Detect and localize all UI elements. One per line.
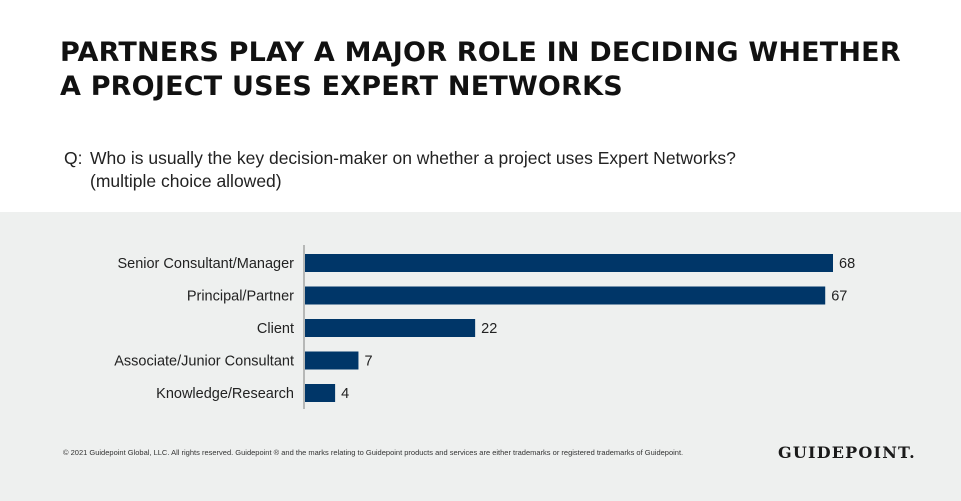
survey-question: Q: Who is usually the key decision-maker… xyxy=(64,147,884,193)
chart-panel: Senior Consultant/Manager 68 Principal/Par… xyxy=(0,212,961,501)
bar xyxy=(305,319,476,337)
value-label: 7 xyxy=(364,354,372,370)
category-label: Principal/Partner xyxy=(187,289,294,305)
category-label: Knowledge/Research xyxy=(156,386,294,402)
bar xyxy=(305,286,826,305)
category-label: Senior Consultant/Manager xyxy=(117,256,294,272)
copyright-notice: © 2021 Guidepoint Global, LLC. All right… xyxy=(63,448,684,457)
category-label: Associate/Junior Consultant xyxy=(114,354,294,370)
value-label: 22 xyxy=(481,321,497,337)
header-area: PARTNERS PLAY A MAJOR ROLE IN DECIDING W… xyxy=(0,0,961,212)
bar xyxy=(305,384,336,402)
question-prefix: Q: xyxy=(64,148,83,168)
question-text: Who is usually the key decision-maker on… xyxy=(90,147,884,193)
value-label: 4 xyxy=(341,386,349,402)
bar xyxy=(305,351,359,370)
guidepoint-logo: GUIDEPOINT. xyxy=(778,443,916,462)
question-text-line-1: Who is usually the key decision-maker on… xyxy=(90,148,736,168)
question-text-line-2: (multiple choice allowed) xyxy=(90,171,282,191)
bar-chart: Senior Consultant/Manager 68 Principal/Par… xyxy=(114,245,855,409)
category-label: Client xyxy=(257,321,294,337)
value-label: 68 xyxy=(839,256,855,272)
value-label: 67 xyxy=(831,289,847,305)
bar xyxy=(305,254,833,272)
page-title: PARTNERS PLAY A MAJOR ROLE IN DECIDING W… xyxy=(60,37,901,102)
